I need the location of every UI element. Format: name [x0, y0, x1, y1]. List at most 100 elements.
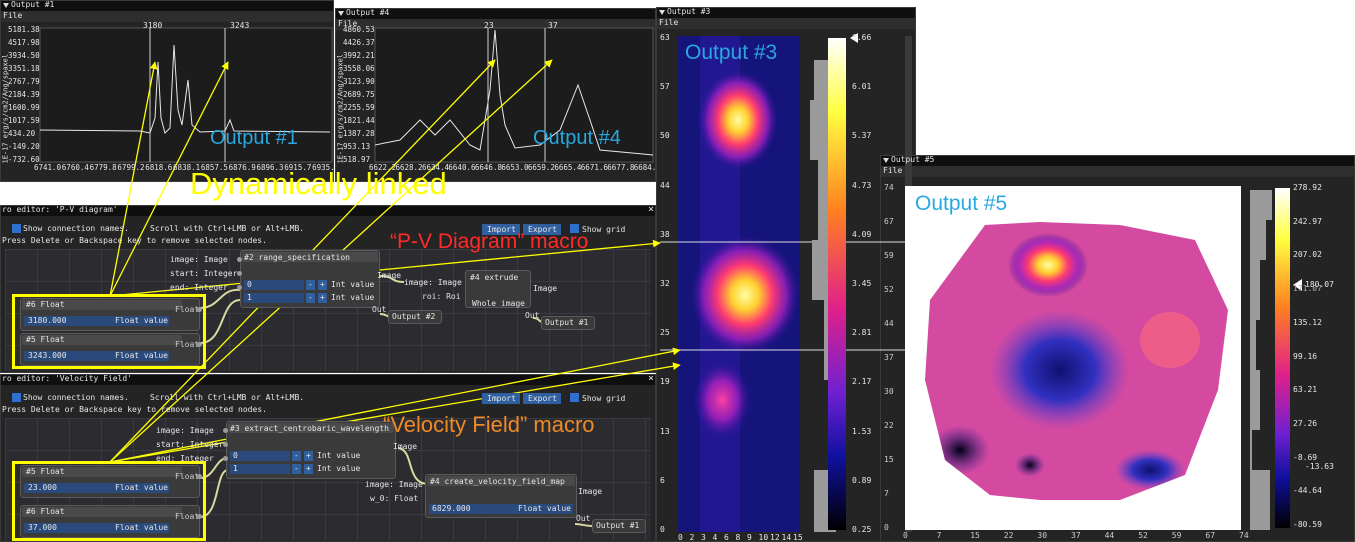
value-field[interactable]	[24, 351, 169, 361]
plus-button[interactable]	[304, 464, 313, 474]
colorbar-tick-label: 207.02	[1293, 250, 1322, 260]
y-tick-label: 434.20	[8, 129, 36, 138]
node-title: #5 Float	[26, 467, 65, 476]
int-field[interactable]	[244, 280, 304, 290]
marker-label: 180.07	[1305, 280, 1334, 289]
import-label: Import	[487, 225, 516, 234]
plus-label: +	[320, 293, 325, 302]
menu-bar	[881, 166, 1354, 177]
heatmap-blob	[698, 70, 778, 170]
y-tick-label: 30	[884, 387, 894, 396]
x-tick-label: 6622.2	[369, 163, 397, 172]
marker-label: 37	[548, 21, 558, 30]
plus-button[interactable]	[318, 280, 327, 290]
minus-button[interactable]	[292, 451, 301, 461]
output-port: Float	[175, 512, 200, 521]
plus-button[interactable]	[304, 451, 313, 461]
int-value: 0	[233, 451, 238, 460]
collapse-icon	[338, 11, 344, 16]
y-tick-label: 37	[884, 353, 894, 362]
y-tick-label: -149.20	[8, 142, 40, 151]
colorbar-tick-label: 5.37	[852, 131, 872, 141]
x-tick-label: 6799.2	[117, 163, 145, 172]
x-tick-label: 6838.1	[173, 163, 201, 172]
output-node	[541, 316, 595, 330]
float-value: 37.000	[28, 523, 57, 532]
colorbar-marker	[850, 33, 858, 43]
y-tick-label: 7	[884, 489, 889, 498]
hint-text: Press Delete or Backspace key to remove …	[2, 236, 267, 245]
colorbar-tick-label: -80.59	[1293, 520, 1322, 529]
node-header	[22, 467, 182, 477]
colorbar-tick-label: -8.69	[1293, 452, 1318, 462]
int-value: 1	[247, 293, 252, 302]
close-button: ×	[648, 373, 655, 384]
hint-text: Press Delete or Backspace key to remove …	[2, 405, 267, 414]
x-tick-label: 14	[781, 533, 792, 542]
colorbar	[1275, 188, 1290, 528]
import-button[interactable]	[482, 393, 520, 404]
colorbar-marker	[1293, 279, 1302, 291]
annotation: “Velocity Field” macro	[383, 412, 595, 437]
x-tick-label: 6677.8	[607, 163, 635, 172]
field-label: Float value	[115, 523, 168, 532]
pin	[197, 474, 202, 479]
output-port: Float	[175, 340, 200, 349]
collapse-icon	[659, 10, 665, 15]
value-field[interactable]	[24, 483, 169, 493]
field-label: Float value	[115, 351, 168, 360]
x-tick-label: 6634.4	[421, 163, 450, 172]
y-tick-label: 67	[884, 217, 894, 226]
y-tick-label: 0	[884, 523, 889, 532]
checkbox[interactable]	[12, 224, 21, 233]
x-tick-label: 44	[1104, 531, 1115, 540]
minus-button[interactable]	[292, 464, 301, 474]
checkbox-label: Show grid	[582, 394, 626, 403]
value-field[interactable]	[24, 316, 169, 326]
y-tick-label: 1821.44	[343, 116, 375, 125]
highlight-box	[12, 461, 206, 541]
output-node	[592, 519, 646, 533]
minus-button[interactable]	[306, 293, 315, 303]
y-tick-label: 953.13	[343, 142, 371, 151]
window-title: Output #4	[346, 8, 390, 17]
menu-bar	[1, 11, 333, 22]
spectrum	[374, 29, 654, 156]
minus-button[interactable]	[306, 280, 315, 290]
checkbox[interactable]	[12, 393, 21, 402]
float-value: 6829.000	[432, 504, 471, 513]
node-header	[242, 252, 378, 262]
checkbox[interactable]	[570, 393, 579, 402]
y-tick-label: 3351.18	[8, 64, 40, 73]
node-title: #4 extrude	[470, 273, 519, 282]
import-button[interactable]	[482, 224, 520, 235]
node-header	[22, 335, 182, 345]
y-tick-label: 0	[660, 525, 665, 534]
value-field[interactable]	[429, 504, 573, 514]
title-bar	[1, 375, 655, 385]
x-tick-label: 7	[936, 531, 942, 540]
export-button[interactable]	[523, 224, 561, 235]
y-tick-label: 5181.38	[8, 25, 40, 34]
pin	[237, 271, 242, 276]
output-port: Float	[175, 472, 200, 481]
export-button[interactable]	[523, 393, 561, 404]
export-label: Export	[528, 394, 557, 403]
title-bar	[881, 156, 1354, 166]
int-field[interactable]	[230, 451, 290, 461]
colorbar-tick-label: 63.21	[1293, 385, 1318, 395]
y-tick-label: 518.97	[343, 155, 371, 164]
option-label: Whole image	[472, 299, 525, 308]
title-bar	[1, 1, 333, 11]
plus-label: +	[306, 451, 311, 460]
plus-button[interactable]	[318, 293, 327, 303]
int-field[interactable]	[244, 293, 304, 303]
y-tick-label: 19	[660, 377, 670, 387]
marker-label: 3243	[230, 21, 250, 30]
x-tick-label: 6684.	[633, 163, 657, 172]
int-field[interactable]	[230, 464, 290, 474]
y-tick-label: 59	[884, 251, 894, 260]
checkbox[interactable]	[570, 224, 579, 233]
value-field[interactable]	[24, 523, 169, 533]
